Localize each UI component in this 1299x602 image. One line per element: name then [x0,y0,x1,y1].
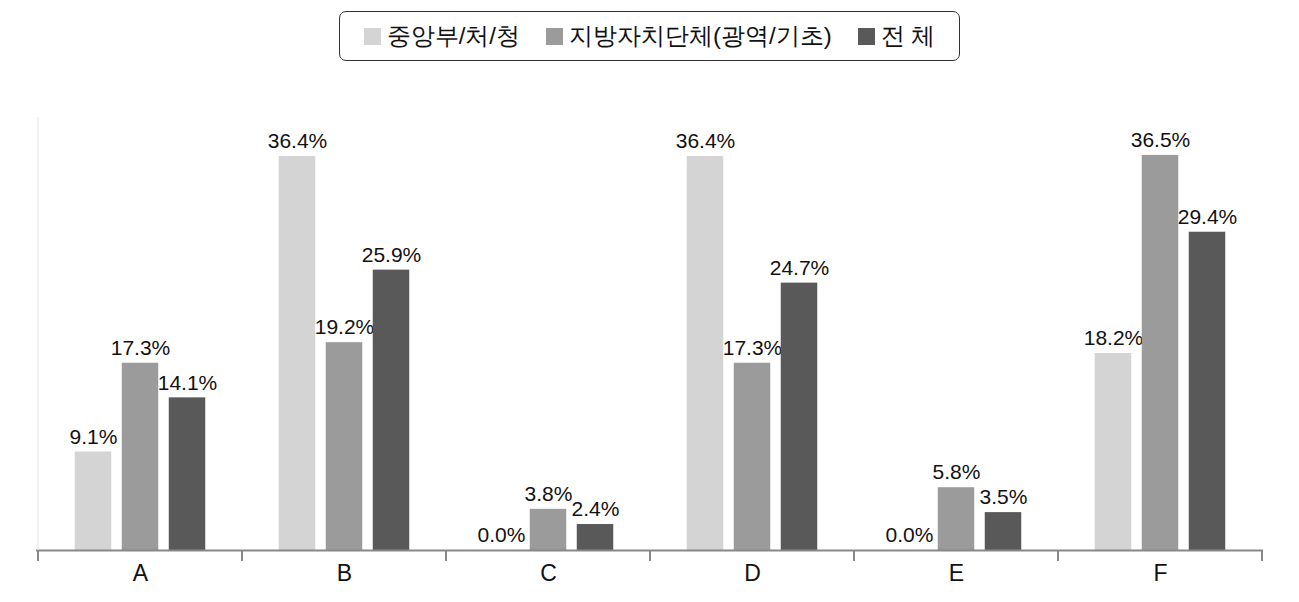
svg-text:3.8%: 3.8% [525,482,573,505]
svg-text:19.2%: 19.2% [315,315,375,338]
svg-text:9.1%: 9.1% [70,425,118,448]
svg-text:5.8%: 5.8% [933,460,981,483]
svg-text:D: D [744,560,761,586]
svg-text:F: F [1153,560,1167,586]
svg-text:17.3%: 17.3% [723,336,783,359]
svg-text:14.1%: 14.1% [158,371,218,394]
svg-text:24.7%: 24.7% [770,256,830,279]
svg-text:0.0%: 0.0% [478,523,526,546]
svg-text:18.2%: 18.2% [1084,326,1144,349]
svg-text:17.3%: 17.3% [111,336,171,359]
svg-text:29.4%: 29.4% [1178,205,1238,228]
svg-text:C: C [540,560,557,586]
svg-text:36.5%: 36.5% [1131,128,1191,151]
html-text:전 체: 전 체 [880,22,936,49]
html-text:지방자치단체(광역/기초): 지방자치단체(광역/기초) [569,22,832,49]
svg-text:36.4%: 36.4% [676,129,736,152]
html-text:중앙부/처/청: 중앙부/처/청 [386,22,520,49]
svg-text:E: E [949,560,964,586]
svg-text:0.0%: 0.0% [886,523,934,546]
svg-text:36.4%: 36.4% [268,129,328,152]
svg-text:3.5%: 3.5% [980,485,1028,508]
svg-text:B: B [337,560,352,586]
svg-text:A: A [133,560,149,586]
svg-text:25.9%: 25.9% [362,243,422,266]
svg-text:2.4%: 2.4% [572,497,620,520]
